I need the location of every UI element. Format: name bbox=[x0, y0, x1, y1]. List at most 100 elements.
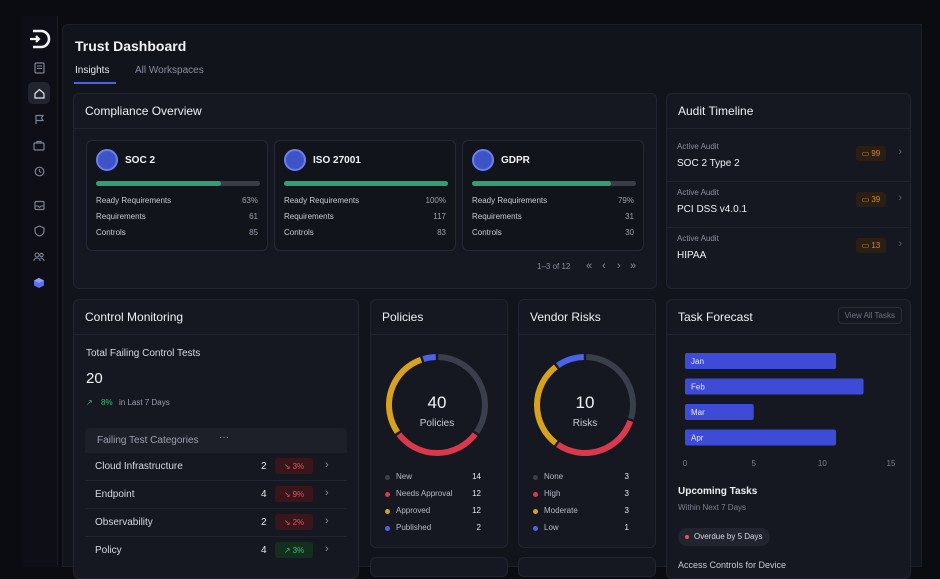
progress-track bbox=[96, 181, 260, 186]
policies-total: 40 bbox=[428, 393, 447, 412]
trend-pct: 9% bbox=[292, 489, 305, 499]
metric-label: Controls bbox=[472, 228, 502, 237]
bar-label-feb: Feb bbox=[691, 383, 705, 392]
legend-value: 2 bbox=[476, 523, 481, 532]
control-monitoring-card: Control Monitoring Total Failing Control… bbox=[73, 299, 359, 579]
x-tick-10: 10 bbox=[818, 459, 827, 468]
audit-item[interactable]: Active Audit SOC 2 Type 2 ▭ 99 › bbox=[667, 136, 910, 182]
chevron-right-icon[interactable]: › bbox=[325, 487, 329, 499]
progress-fill bbox=[96, 181, 221, 186]
metric-value: 83 bbox=[437, 228, 446, 237]
legend-value: 1 bbox=[624, 523, 629, 532]
task-forecast-chart: Jan Feb Mar Apr 0 5 10 15 bbox=[683, 353, 896, 468]
more-options-icon[interactable]: ··· bbox=[219, 432, 229, 443]
vendor-risks-card: Vendor Risks 10 Risks None 3 High 3 Modera… bbox=[518, 299, 656, 548]
policies-center-label: Policies bbox=[420, 418, 454, 429]
cube-icon[interactable] bbox=[28, 272, 50, 294]
document-icon[interactable] bbox=[28, 57, 50, 79]
chevron-right-icon[interactable]: › bbox=[898, 146, 902, 158]
next-task-name[interactable]: Access Controls for Device bbox=[678, 560, 787, 570]
legend-value: 3 bbox=[624, 472, 629, 481]
metric-label: Ready Requirements bbox=[96, 196, 172, 205]
metric-row: Requirements 61 bbox=[96, 212, 258, 221]
comment-icon: ▭ bbox=[861, 149, 870, 158]
bar-jan[interactable] bbox=[685, 353, 837, 369]
bar-label-mar: Mar bbox=[691, 408, 705, 417]
audit-item[interactable]: Active Audit HIPAA ▭ 13 › bbox=[667, 228, 910, 274]
vendor-risks-title: Vendor Risks bbox=[530, 310, 601, 324]
mail-icon[interactable] bbox=[28, 194, 50, 216]
category-name: Cloud Infrastructure bbox=[95, 461, 183, 472]
gdpr-badge-icon bbox=[472, 149, 494, 171]
chevron-right-icon[interactable]: › bbox=[898, 192, 902, 204]
chevron-right-icon[interactable]: › bbox=[325, 459, 329, 471]
prev-page-icon[interactable]: ‹ bbox=[602, 260, 606, 272]
audit-item[interactable]: Active Audit PCI DSS v4.0.1 ▭ 39 › bbox=[667, 182, 910, 228]
legend-item: New 14 bbox=[385, 472, 481, 484]
vendor-segment-none bbox=[586, 354, 636, 420]
trend-badge: ↘ 2% bbox=[275, 514, 313, 530]
progress-fill bbox=[284, 181, 448, 186]
bar-apr[interactable] bbox=[685, 429, 837, 446]
legend-label: High bbox=[544, 489, 561, 498]
metric-value: 85 bbox=[249, 228, 258, 237]
metric-label: Requirements bbox=[472, 212, 522, 221]
framework-card-gdpr[interactable]: GDPR Ready Requirements 79% Requirements 3… bbox=[462, 140, 644, 251]
bar-mar[interactable] bbox=[685, 404, 754, 420]
comment-count: 39 bbox=[871, 195, 881, 204]
pagination-label: 1–3 of 12 bbox=[537, 262, 571, 271]
legend-item: None 3 bbox=[533, 472, 629, 484]
legend-item: Needs Approval 12 bbox=[385, 489, 481, 501]
overdue-badge: Overdue by 5 Days bbox=[678, 528, 771, 546]
tab-all-workspaces[interactable]: All Workspaces bbox=[135, 65, 204, 76]
trend-down-icon: ↘ bbox=[283, 517, 291, 527]
category-row[interactable]: Policy 4 ↗ 3% › bbox=[85, 537, 347, 565]
framework-card-soc2[interactable]: SOC 2 Ready Requirements 63% Requirements… bbox=[86, 140, 268, 251]
trend-badge: ↘ 9% bbox=[275, 486, 313, 502]
audit-name: HIPAA bbox=[677, 250, 707, 261]
metric-row: Requirements 31 bbox=[472, 212, 634, 221]
home-icon[interactable] bbox=[28, 82, 50, 104]
legend-label: Moderate bbox=[544, 506, 578, 515]
category-row[interactable]: Observability 2 ↘ 2% › bbox=[85, 509, 347, 537]
chevron-right-icon[interactable]: › bbox=[325, 543, 329, 555]
legend-label: Published bbox=[396, 523, 432, 532]
legend-label: None bbox=[544, 472, 564, 481]
x-tick-5: 5 bbox=[751, 459, 756, 468]
failing-tests-label: Total Failing Control Tests bbox=[86, 348, 201, 359]
legend-dot bbox=[385, 492, 390, 497]
people-icon[interactable] bbox=[28, 246, 50, 268]
legend-item: Low 1 bbox=[533, 523, 629, 535]
x-tick-0: 0 bbox=[683, 459, 688, 468]
framework-card-iso27001[interactable]: ISO 27001 Ready Requirements 100% Require… bbox=[274, 140, 456, 251]
next-page-icon[interactable]: › bbox=[617, 260, 621, 272]
metric-label: Controls bbox=[96, 228, 126, 237]
briefcase-icon[interactable] bbox=[28, 134, 50, 156]
last-page-icon[interactable]: » bbox=[630, 260, 637, 272]
shield-icon[interactable] bbox=[28, 220, 50, 242]
flag-icon[interactable] bbox=[28, 108, 50, 130]
legend-item: Approved 12 bbox=[385, 506, 481, 518]
divider bbox=[74, 128, 656, 129]
chevron-right-icon[interactable]: › bbox=[325, 515, 329, 527]
category-name: Policy bbox=[95, 545, 122, 556]
failing-tests-value: 20 bbox=[86, 370, 103, 387]
compliance-overview-title: Compliance Overview bbox=[85, 104, 202, 118]
tab-insights[interactable]: Insights bbox=[75, 65, 110, 76]
legend-value: 12 bbox=[472, 506, 481, 515]
view-all-tasks-button[interactable]: View All Tasks bbox=[837, 307, 902, 324]
clock-icon[interactable] bbox=[28, 160, 50, 182]
trend-label: in Last 7 Days bbox=[119, 398, 170, 407]
comment-icon: ▭ bbox=[861, 195, 870, 204]
logo-icon[interactable] bbox=[29, 28, 51, 50]
chevron-right-icon[interactable]: › bbox=[898, 238, 902, 250]
divider bbox=[667, 128, 910, 129]
category-row[interactable]: Endpoint 4 ↘ 9% › bbox=[85, 481, 347, 509]
legend-dot bbox=[385, 526, 390, 531]
bar-feb[interactable] bbox=[685, 378, 864, 395]
legend-label: Needs Approval bbox=[396, 489, 453, 498]
audit-label: Active Audit bbox=[677, 142, 719, 151]
metric-row: Ready Requirements 79% bbox=[472, 196, 634, 205]
first-page-icon[interactable]: « bbox=[586, 260, 593, 272]
category-row[interactable]: Cloud Infrastructure 2 ↘ 3% › bbox=[85, 453, 347, 481]
